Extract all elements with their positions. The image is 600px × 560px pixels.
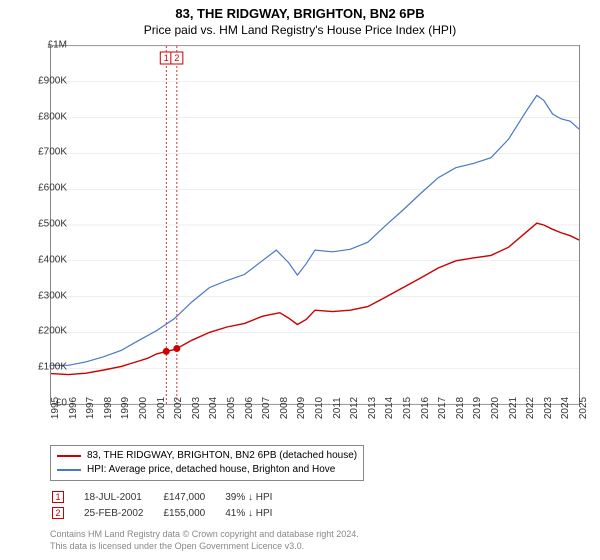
x-tick-label: 2008 bbox=[279, 397, 290, 419]
sale-row: 1 18-JUL-2001£147,00039% ↓ HPI bbox=[52, 490, 290, 504]
x-tick-label: 2004 bbox=[208, 397, 219, 419]
y-tick-label: £900K bbox=[38, 75, 67, 86]
svg-text:1: 1 bbox=[164, 53, 169, 63]
x-tick-label: 1999 bbox=[120, 397, 131, 419]
x-tick-label: 2015 bbox=[402, 397, 413, 419]
x-tick-label: 2013 bbox=[367, 397, 378, 419]
legend-label: 83, THE RIDGWAY, BRIGHTON, BN2 6PB (deta… bbox=[87, 449, 357, 463]
footer-line-2: This data is licensed under the Open Gov… bbox=[50, 540, 359, 552]
x-tick-label: 2018 bbox=[455, 397, 466, 419]
x-tick-label: 2017 bbox=[437, 397, 448, 419]
chart-container: 83, THE RIDGWAY, BRIGHTON, BN2 6PB Price… bbox=[0, 0, 600, 560]
y-tick-label: £300K bbox=[38, 290, 67, 301]
legend-swatch bbox=[57, 455, 81, 457]
x-tick-label: 2011 bbox=[332, 397, 343, 419]
legend-item: 83, THE RIDGWAY, BRIGHTON, BN2 6PB (deta… bbox=[57, 449, 357, 463]
legend-item: HPI: Average price, detached house, Brig… bbox=[57, 463, 357, 477]
sale-price: £155,000 bbox=[163, 506, 223, 520]
x-tick-label: 2003 bbox=[191, 397, 202, 419]
x-tick-label: 2023 bbox=[543, 397, 554, 419]
sale-pct: 39% ↓ HPI bbox=[225, 490, 290, 504]
x-tick-label: 2024 bbox=[560, 397, 571, 419]
y-tick-label: £100K bbox=[38, 362, 67, 373]
x-tick-label: 2012 bbox=[349, 397, 360, 419]
sale-marker-icon: 1 bbox=[52, 491, 64, 503]
x-tick-label: 2005 bbox=[226, 397, 237, 419]
chart-title: 83, THE RIDGWAY, BRIGHTON, BN2 6PB bbox=[0, 0, 600, 21]
x-tick-label: 2014 bbox=[384, 397, 395, 419]
sale-date: 25-FEB-2002 bbox=[84, 506, 161, 520]
legend-box: 83, THE RIDGWAY, BRIGHTON, BN2 6PB (deta… bbox=[50, 445, 364, 481]
y-tick-label: £200K bbox=[38, 326, 67, 337]
x-tick-label: 2007 bbox=[261, 397, 272, 419]
x-tick-label: 2025 bbox=[578, 397, 589, 419]
y-tick-label: £600K bbox=[38, 183, 67, 194]
x-tick-label: 1997 bbox=[85, 397, 96, 419]
x-tick-label: 2009 bbox=[296, 397, 307, 419]
y-tick-label: £1M bbox=[48, 40, 67, 51]
footer-line-1: Contains HM Land Registry data © Crown c… bbox=[50, 528, 359, 540]
x-tick-label: 1995 bbox=[50, 397, 61, 419]
x-tick-label: 2021 bbox=[508, 397, 519, 419]
plot-area: 12 bbox=[50, 45, 580, 405]
legend-swatch bbox=[57, 469, 81, 471]
x-tick-label: 2020 bbox=[490, 397, 501, 419]
y-tick-label: £700K bbox=[38, 147, 67, 158]
y-tick-label: £800K bbox=[38, 111, 67, 122]
x-tick-label: 2022 bbox=[525, 397, 536, 419]
sales-table: 1 18-JUL-2001£147,00039% ↓ HPI 2 25-FEB-200… bbox=[50, 488, 292, 522]
y-tick-label: £400K bbox=[38, 254, 67, 265]
footer-text: Contains HM Land Registry data © Crown c… bbox=[50, 528, 359, 552]
plot-svg: 12 bbox=[51, 46, 579, 404]
sale-row: 2 25-FEB-2002£155,00041% ↓ HPI bbox=[52, 506, 290, 520]
sale-marker-icon: 2 bbox=[52, 507, 64, 519]
x-tick-label: 1998 bbox=[103, 397, 114, 419]
x-tick-label: 2016 bbox=[420, 397, 431, 419]
x-tick-label: 2000 bbox=[138, 397, 149, 419]
sale-price: £147,000 bbox=[163, 490, 223, 504]
chart-subtitle: Price paid vs. HM Land Registry's House … bbox=[0, 21, 600, 37]
x-tick-label: 1996 bbox=[68, 397, 79, 419]
x-tick-label: 2006 bbox=[244, 397, 255, 419]
svg-text:2: 2 bbox=[174, 53, 179, 63]
x-tick-label: 2019 bbox=[472, 397, 483, 419]
sale-pct: 41% ↓ HPI bbox=[225, 506, 290, 520]
legend-label: HPI: Average price, detached house, Brig… bbox=[87, 463, 335, 477]
x-tick-label: 2001 bbox=[156, 397, 167, 419]
y-tick-label: £500K bbox=[38, 219, 67, 230]
x-tick-label: 2010 bbox=[314, 397, 325, 419]
sale-date: 18-JUL-2001 bbox=[84, 490, 161, 504]
x-tick-label: 2002 bbox=[173, 397, 184, 419]
